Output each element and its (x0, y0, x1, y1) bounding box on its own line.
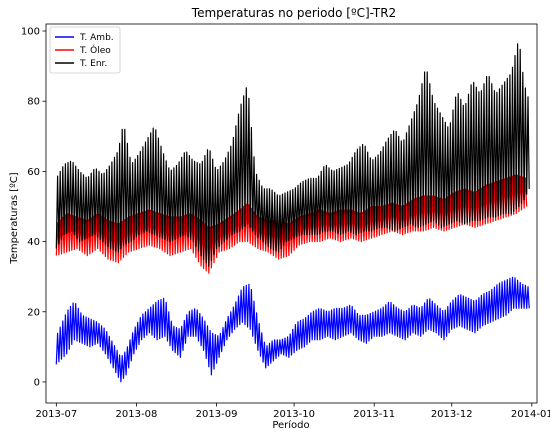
x-axis-title: Período (272, 419, 309, 431)
y-tick-label: 60 (27, 167, 40, 178)
plot-frame (45, 23, 538, 404)
y-tick-label: 40 (27, 237, 40, 248)
x-tick-label: 2013-07 (35, 409, 77, 420)
y-tick-label: 80 (27, 97, 40, 108)
plot-area (45, 23, 538, 404)
series-line-0 (55, 276, 530, 383)
y-tick-label: 20 (27, 307, 40, 318)
legend-label-1: T. Óleo (79, 44, 111, 56)
series-line-2 (55, 43, 530, 267)
chart-title: Temperaturas no periodo [ºC]-TR2 (191, 6, 396, 20)
x-tick-label: 2013-09 (196, 409, 238, 420)
x-tick-label: 2013-10 (273, 409, 315, 420)
x-tick-label: 2013-08 (116, 409, 158, 420)
legend-label-2: T. Enr. (79, 59, 107, 69)
x-axis: 2013-07 2013-08 2013-09 2013-10 2013-11 2013-… (35, 403, 550, 420)
y-axis-title: Temperaturas [ºC] (9, 172, 20, 265)
legend-box (49, 26, 121, 74)
x-tick-label: 2013-12 (431, 409, 473, 420)
x-tick-label: 2014-01 (511, 409, 550, 420)
legend: T. Amb.T. Óleo T. Enr. (49, 26, 121, 74)
y-tick-label: 0 (34, 377, 40, 388)
x-tick-label: 2013-11 (353, 409, 395, 420)
series-line-1 (55, 174, 528, 274)
legend-label-0: T. Amb. (79, 33, 114, 43)
y-tick-label: 100 (21, 27, 40, 38)
y-axis: 0 20 40 60 80 100 (21, 27, 46, 388)
